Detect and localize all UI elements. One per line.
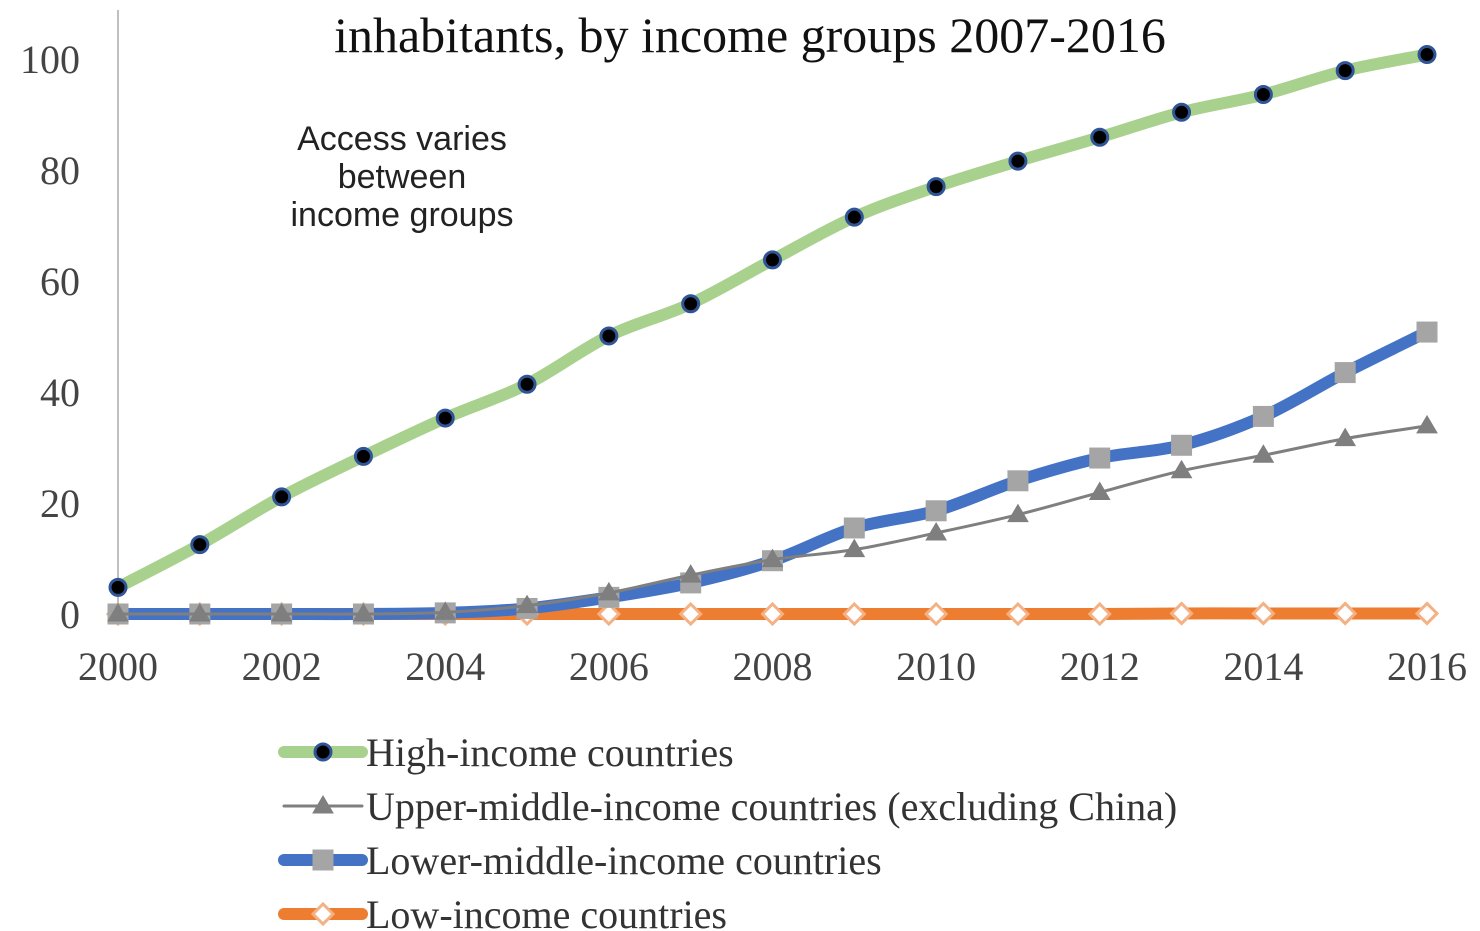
legend-label: Lower-middle-income countries xyxy=(366,838,882,883)
data-point xyxy=(1334,362,1356,384)
series-group xyxy=(105,45,1440,627)
data-point xyxy=(434,601,457,620)
data-point xyxy=(352,603,375,622)
data-point xyxy=(1335,61,1355,81)
data-point xyxy=(925,500,947,522)
x-tick-label: 2002 xyxy=(242,644,322,689)
data-point xyxy=(1171,434,1193,456)
data-point xyxy=(1414,601,1440,626)
data-point xyxy=(435,408,455,428)
data-point xyxy=(272,487,292,507)
legend-item: High-income countries xyxy=(278,730,734,775)
y-tick-label: 20 xyxy=(40,481,80,526)
legend-label: Upper-middle-income countries (excluding… xyxy=(366,784,1177,829)
data-point xyxy=(1253,85,1273,105)
data-point xyxy=(1169,601,1194,626)
data-point xyxy=(1008,151,1028,171)
data-point xyxy=(1334,427,1357,447)
data-point xyxy=(516,594,538,614)
annotation-line-3: income groups xyxy=(290,196,513,234)
data-point xyxy=(1417,45,1437,65)
data-point xyxy=(1090,127,1110,147)
legend-marker xyxy=(310,901,336,927)
series-line xyxy=(112,326,1433,621)
data-point xyxy=(679,564,702,583)
legend-item: Upper-middle-income countries (excluding… xyxy=(282,784,1177,829)
y-tick-label: 60 xyxy=(40,259,80,304)
data-point xyxy=(843,538,866,558)
data-point xyxy=(761,548,784,568)
series-1 xyxy=(107,414,1438,622)
data-point xyxy=(353,446,373,466)
data-point xyxy=(190,535,210,555)
data-point xyxy=(924,601,949,627)
annotation: Access varies between income groups xyxy=(290,120,513,234)
legend-marker xyxy=(313,742,333,762)
data-point xyxy=(1333,601,1358,626)
legend-item: Low-income countries xyxy=(278,892,727,931)
y-tick-label: 40 xyxy=(40,370,80,415)
data-point xyxy=(681,294,701,314)
data-point xyxy=(1088,481,1111,500)
data-point xyxy=(596,601,621,627)
legend-marker xyxy=(312,795,334,814)
data-point xyxy=(1007,503,1029,523)
data-point xyxy=(763,250,782,270)
data-point xyxy=(760,601,785,627)
data-point xyxy=(599,326,619,346)
x-tick-label: 2000 xyxy=(78,644,158,689)
legend: High-income countries Upper-middle-income… xyxy=(278,730,1177,931)
data-point xyxy=(1170,459,1193,479)
data-point xyxy=(678,601,703,627)
series-line xyxy=(116,424,1429,616)
data-point xyxy=(598,581,620,601)
data-point xyxy=(925,521,947,541)
data-point xyxy=(1087,601,1112,627)
x-tick-label: 2008 xyxy=(733,644,813,689)
x-tick-label: 2004 xyxy=(405,644,485,689)
data-point xyxy=(1005,601,1031,627)
x-tick-label: 2010 xyxy=(896,644,976,689)
legend-item: Lower-middle-income countries xyxy=(278,838,882,883)
data-point xyxy=(926,177,946,197)
annotation-line-2: between xyxy=(338,158,467,196)
data-point xyxy=(1252,405,1274,427)
data-point xyxy=(844,207,864,227)
x-tick-label: 2016 xyxy=(1387,644,1467,689)
data-point xyxy=(188,603,211,622)
x-tick-label: 2014 xyxy=(1223,644,1303,689)
data-point xyxy=(1416,321,1438,343)
data-point xyxy=(842,601,867,627)
chart-title: inhabitants, by income groups 2007-2016 xyxy=(334,7,1166,63)
series-2 xyxy=(107,321,1438,625)
x-axis-ticks: 2000 2002 2004 2006 2008 2010 2012 2014 2016 xyxy=(78,644,1467,689)
data-point xyxy=(107,603,129,622)
data-point xyxy=(843,517,865,539)
data-point xyxy=(1089,447,1111,469)
series-0 xyxy=(108,45,1437,597)
x-tick-label: 2012 xyxy=(1060,644,1140,689)
annotation-line-1: Access varies xyxy=(297,120,507,158)
legend-label: Low-income countries xyxy=(366,892,727,931)
y-tick-label: 0 xyxy=(60,592,80,637)
data-point xyxy=(270,603,293,622)
y-tick-label: 80 xyxy=(40,148,80,193)
data-point xyxy=(1172,102,1192,122)
legend-label: High-income countries xyxy=(366,730,734,775)
data-point xyxy=(108,577,128,597)
y-tick-label: 100 xyxy=(20,37,80,82)
data-point xyxy=(1416,414,1438,434)
data-point xyxy=(1252,444,1275,463)
data-point xyxy=(517,374,537,394)
y-axis-ticks: 0 20 40 60 80 100 xyxy=(20,37,80,637)
data-point xyxy=(1007,470,1029,492)
x-tick-label: 2006 xyxy=(569,644,649,689)
data-point xyxy=(1251,601,1276,626)
legend-marker xyxy=(312,849,334,871)
